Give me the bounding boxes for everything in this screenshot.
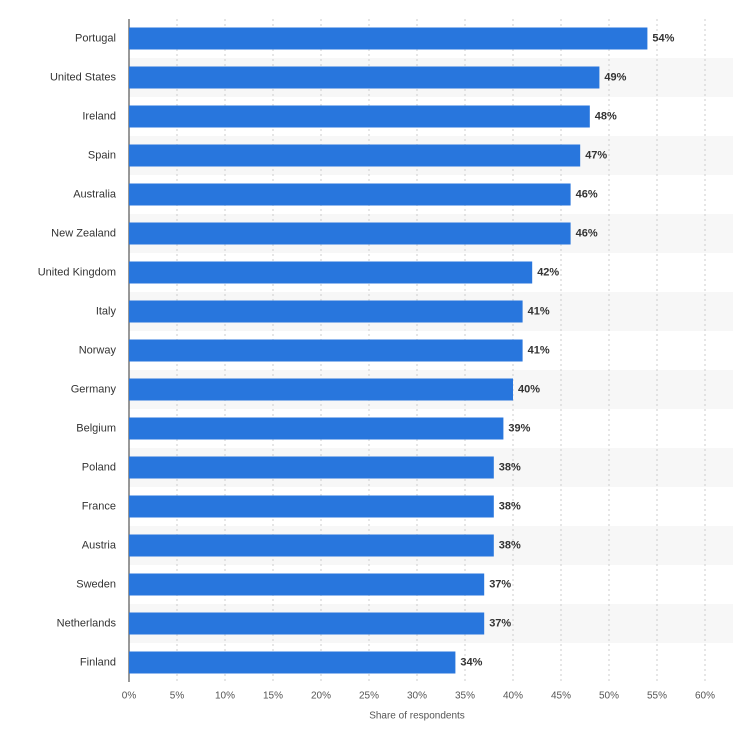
bar xyxy=(129,261,533,284)
y-tick-label: Germany xyxy=(71,383,117,395)
x-tick-label: 25% xyxy=(359,691,379,702)
bar xyxy=(129,612,485,635)
value-label: 42% xyxy=(537,266,559,278)
value-label: 41% xyxy=(528,344,550,356)
x-tick-label: 45% xyxy=(551,691,571,702)
y-tick-label: Portugal xyxy=(75,32,116,44)
value-label: 39% xyxy=(508,422,530,434)
bar xyxy=(129,534,494,557)
y-tick-label: Italy xyxy=(96,305,117,317)
y-tick-label: Norway xyxy=(79,344,117,356)
bar xyxy=(129,183,571,206)
y-tick-label: Sweden xyxy=(76,578,116,590)
value-label: 38% xyxy=(499,461,521,473)
bar xyxy=(129,66,600,89)
bar xyxy=(129,573,485,596)
y-tick-label: Poland xyxy=(82,461,116,473)
x-tick-label: 10% xyxy=(215,691,235,702)
bar xyxy=(129,144,581,167)
bar xyxy=(129,339,523,362)
x-tick-label: 50% xyxy=(599,691,619,702)
y-tick-label: Australia xyxy=(73,188,117,200)
bar xyxy=(129,378,513,401)
y-tick-label: United States xyxy=(50,71,117,83)
bar xyxy=(129,300,523,323)
bar xyxy=(129,651,456,674)
value-label: 46% xyxy=(576,227,598,239)
bar xyxy=(129,495,494,518)
value-label: 37% xyxy=(489,578,511,590)
value-label: 47% xyxy=(585,149,607,161)
y-tick-label: Finland xyxy=(80,656,116,668)
x-tick-label: 5% xyxy=(170,691,185,702)
value-label: 38% xyxy=(499,500,521,512)
x-tick-label: 60% xyxy=(695,691,715,702)
y-tick-label: Netherlands xyxy=(57,617,117,629)
x-tick-label: 30% xyxy=(407,691,427,702)
value-label: 34% xyxy=(460,656,482,668)
y-tick-label: Austria xyxy=(82,539,117,551)
value-label: 38% xyxy=(499,539,521,551)
value-label: 54% xyxy=(652,32,674,44)
x-axis-title: Share of respondents xyxy=(369,711,465,722)
value-label: 48% xyxy=(595,110,617,122)
x-tick-label: 0% xyxy=(122,691,137,702)
value-label: 37% xyxy=(489,617,511,629)
x-tick-label: 15% xyxy=(263,691,283,702)
bar xyxy=(129,456,494,479)
y-tick-label: United Kingdom xyxy=(38,266,116,278)
y-tick-label: France xyxy=(82,500,116,512)
value-label: 46% xyxy=(576,188,598,200)
bar xyxy=(129,27,648,50)
x-tick-label: 55% xyxy=(647,691,667,702)
x-tick-label: 20% xyxy=(311,691,331,702)
y-tick-label: New Zealand xyxy=(51,227,116,239)
y-tick-label: Belgium xyxy=(76,422,116,434)
x-tick-label: 40% xyxy=(503,691,523,702)
value-label: 40% xyxy=(518,383,540,395)
bar xyxy=(129,222,571,245)
x-tick-label: 35% xyxy=(455,691,475,702)
value-label: 49% xyxy=(604,71,626,83)
bar xyxy=(129,105,590,128)
y-tick-label: Ireland xyxy=(82,110,116,122)
bar xyxy=(129,417,504,440)
y-tick-label: Spain xyxy=(88,149,116,161)
value-label: 41% xyxy=(528,305,550,317)
